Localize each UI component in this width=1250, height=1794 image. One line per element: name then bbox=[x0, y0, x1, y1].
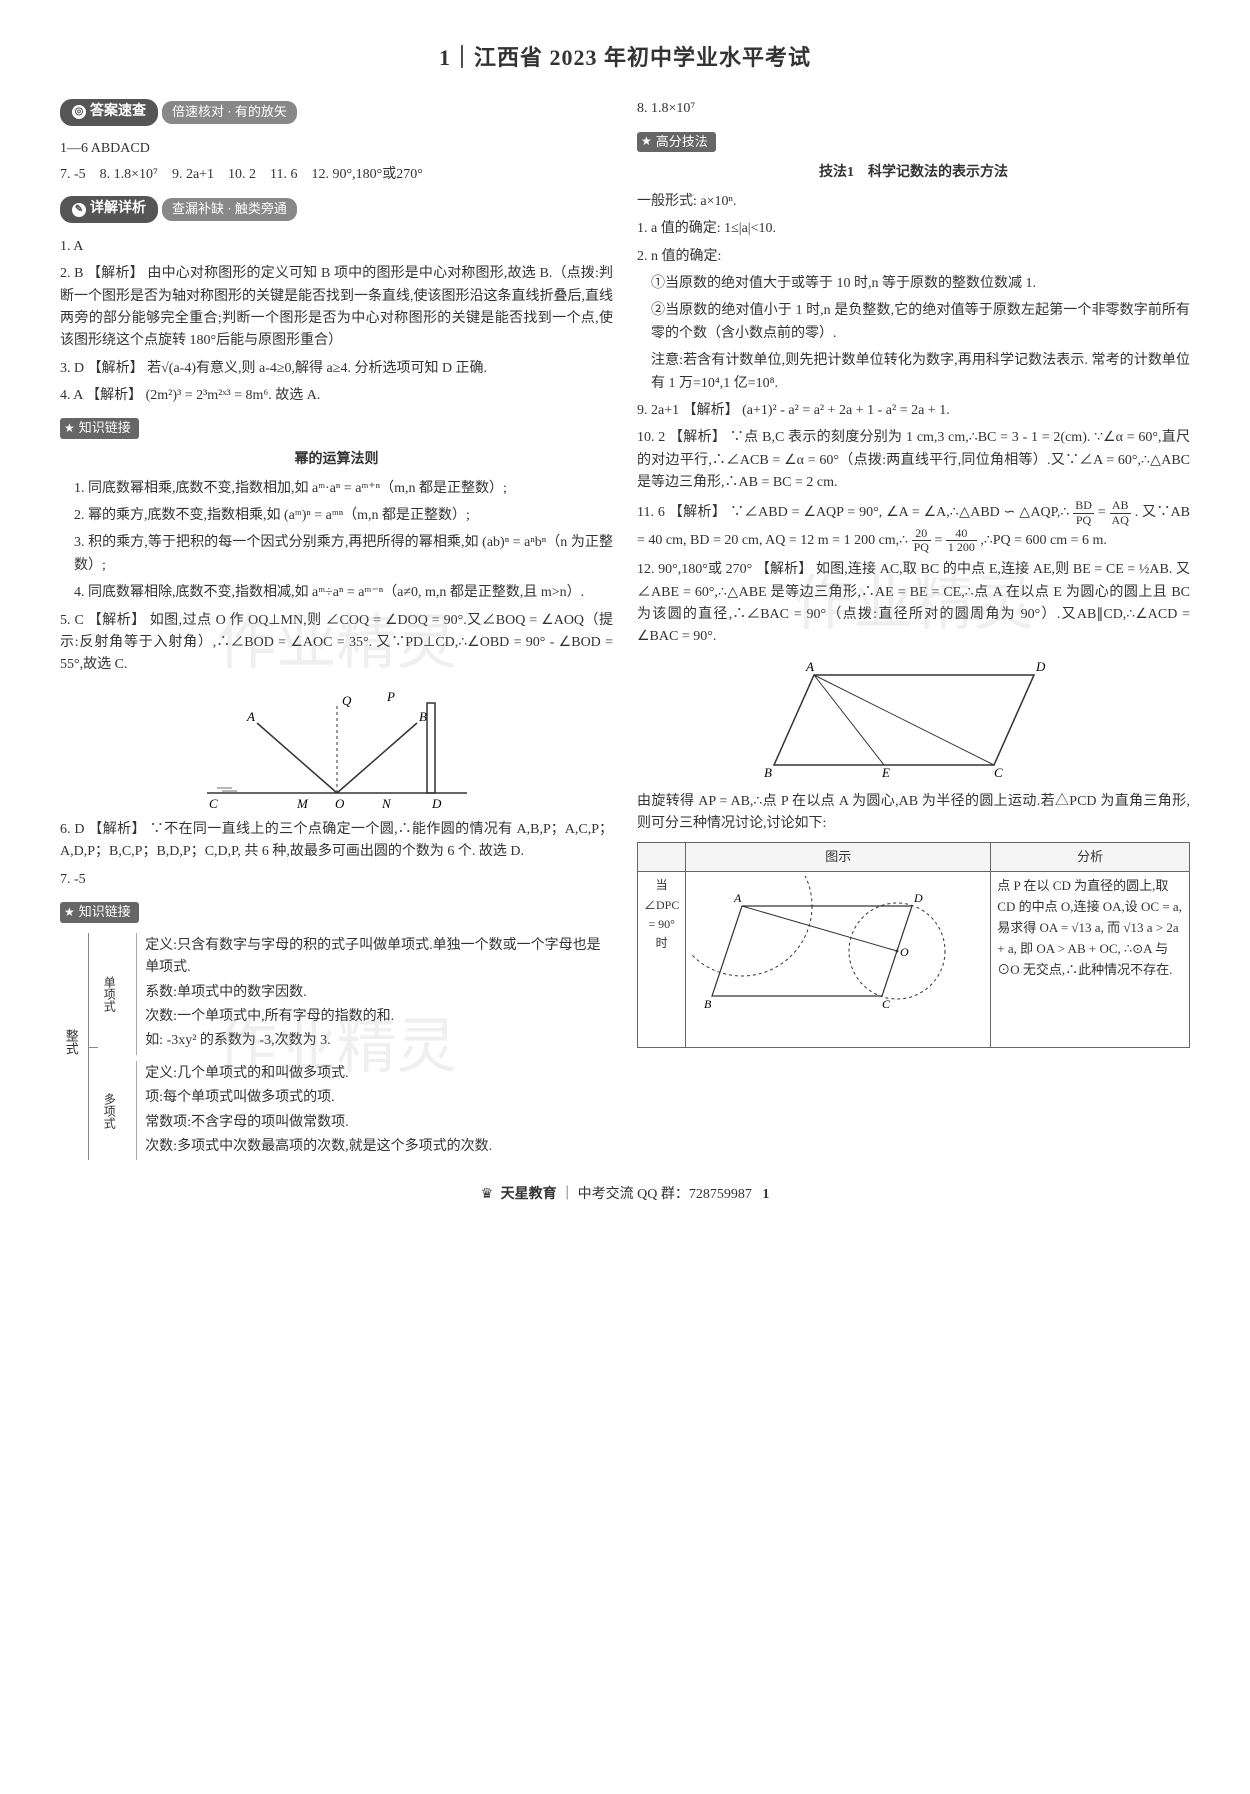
skill1-note: 注意:若含有计数单位,则先把计数单位转化为数字,再用科学记数法表示. 常考的计数… bbox=[651, 350, 1190, 395]
svg-text:D: D bbox=[913, 891, 923, 905]
crown-icon: ♛ bbox=[481, 1184, 494, 1206]
skill1-rule1: 1. a 值的确定: 1≤|a|<10. bbox=[637, 218, 1190, 240]
mono-label: 单项式 bbox=[99, 976, 118, 1012]
page-title: 1｜江西省 2023 年初中学业水平考试 bbox=[60, 40, 1190, 75]
mono-coef: 系数:单项式中的数字因数. bbox=[145, 982, 613, 1004]
quickcheck-header: ◎ 答案速查 倍速核对 · 有的放矢 bbox=[60, 99, 297, 125]
q12-a: 12. 90°,180°或 270° 【解析】 如图,连接 AC,取 BC 的中… bbox=[637, 559, 1190, 649]
svg-text:E: E bbox=[881, 765, 890, 780]
right-column: 8. 1.8×10⁷ 高分技法 技法1 科学记数法的表示方法 一般形式: a×1… bbox=[637, 93, 1190, 1160]
poly-term: 项:每个单项式叫做多项式的项. bbox=[145, 1087, 492, 1109]
skill1-rule2a: ①当原数的绝对值大于或等于 10 时,n 等于原数的整数位数减 1. bbox=[651, 273, 1190, 295]
detail-header: ✎ 详解详析 查漏补缺 · 触类旁通 bbox=[60, 196, 297, 222]
skill1-rule2: 2. n 值的确定: bbox=[637, 246, 1190, 268]
skill1-rule2b: ②当原数的绝对值小于 1 时,n 是负整数,它的绝对值等于原数左起第一个非零数字… bbox=[651, 300, 1190, 345]
quickcheck-line1: 1—6 ABDACD bbox=[60, 138, 613, 160]
tree-root: 整式 bbox=[60, 1029, 81, 1055]
svg-text:M: M bbox=[296, 796, 309, 811]
svg-text:C: C bbox=[882, 997, 891, 1011]
svg-text:B: B bbox=[764, 765, 772, 780]
q10: 10. 2 【解析】 ∵点 B,C 表示的刻度分别为 1 cm,3 cm,∴BC… bbox=[637, 427, 1190, 494]
q1: 1. A bbox=[60, 236, 613, 258]
q11: 11. 6 【解析】 ∵∠ABD = ∠AQP = 90°, ∠A = ∠A,∴… bbox=[637, 499, 1190, 554]
q12-figure: A D B C E bbox=[754, 655, 1074, 785]
q11-a: 11. 6 【解析】 ∵∠ABD = ∠AQP = 90°, ∠A = ∠A,∴… bbox=[637, 505, 1069, 520]
svg-text:A: A bbox=[805, 659, 814, 674]
skill1-badge: 高分技法 bbox=[637, 132, 716, 153]
quickcheck-subtitle: 倍速核对 · 有的放矢 bbox=[162, 101, 297, 124]
svg-text:A: A bbox=[733, 891, 742, 905]
q5: 5. C 【解析】 如图,过点 O 作 OQ⊥MN,则 ∠COQ = ∠DOQ … bbox=[60, 610, 613, 677]
svg-text:P: P bbox=[386, 689, 395, 704]
mono-eg: 如: -3xy² 的系数为 -3,次数为 3. bbox=[145, 1030, 613, 1052]
svg-text:C: C bbox=[209, 796, 218, 811]
knowledge2-badge: 知识链接 bbox=[60, 902, 139, 923]
knowledge1-r3: 3. 积的乘方,等于把积的每一个因式分别乘方,再把所得的幂相乘,如 (ab)ⁿ … bbox=[74, 532, 613, 577]
q3: 3. D 【解析】 若√(a-4)有意义,则 a-4≥0,解得 a≥4. 分析选… bbox=[60, 358, 613, 380]
svg-text:B: B bbox=[704, 997, 712, 1011]
svg-text:A: A bbox=[246, 709, 255, 724]
q9: 9. 2a+1 【解析】 (a+1)² - a² = a² + 2a + 1 -… bbox=[637, 400, 1190, 422]
svg-text:B: B bbox=[419, 709, 427, 724]
svg-text:O: O bbox=[900, 945, 909, 959]
case1-figure: A D B C O bbox=[686, 872, 991, 1048]
q8: 8. 1.8×10⁷ bbox=[637, 98, 1190, 120]
knowledge1-title: 幂的运算法则 bbox=[60, 449, 613, 471]
q12-b: 由旋转得 AP = AB,∴点 P 在以点 A 为圆心,AB 为半径的圆上运动.… bbox=[637, 791, 1190, 836]
skill1-title: 技法1 科学记数法的表示方法 bbox=[637, 162, 1190, 184]
footer-brand: 天星教育 bbox=[501, 1187, 557, 1202]
q4: 4. A 【解析】 (2m²)³ = 2³m²ˣ³ = 8m⁶. 故选 A. bbox=[60, 385, 613, 407]
knowledge1-r2: 2. 幂的乘方,底数不变,指数相乘,如 (aᵐ)ⁿ = aᵐⁿ（m,n 都是正整… bbox=[74, 505, 613, 527]
knowledge2-tree: 整式 单项式 定义:只含有数字与字母的积的式子叫做单项式.单独一个数或一个字母也… bbox=[60, 933, 613, 1161]
case1-cond: 当∠DPC = 90°时 bbox=[638, 872, 686, 1048]
svg-text:Q: Q bbox=[342, 693, 352, 708]
poly-deg: 次数:多项式中次数最高项的次数,就是这个多项式的次数. bbox=[145, 1136, 492, 1158]
pencil-icon: ✎ bbox=[72, 203, 86, 217]
poly-def: 定义:几个单项式的和叫做多项式. bbox=[145, 1063, 492, 1085]
page-footer: ♛ 天星教育 ｜ 中考交流 QQ 群：728759987 1 bbox=[60, 1184, 1190, 1206]
svg-text:D: D bbox=[431, 796, 442, 811]
poly-const: 常数项:不含字母的项叫做常数项. bbox=[145, 1112, 492, 1134]
case1-text: 点 P 在以 CD 为直径的圆上,取 CD 的中点 O,连接 OA,设 OC =… bbox=[991, 872, 1190, 1048]
mono-deg: 次数:一个单项式中,所有字母的指数的和. bbox=[145, 1006, 613, 1028]
knowledge1-r1: 1. 同底数幂相乘,底数不变,指数相加,如 aᵐ·aⁿ = aᵐ⁺ⁿ（m,n 都… bbox=[74, 478, 613, 500]
q11-c: ,∴PQ = 600 cm = 6 m. bbox=[980, 533, 1107, 548]
skill1-form: 一般形式: a×10ⁿ. bbox=[637, 191, 1190, 213]
quickcheck-title: 答案速查 bbox=[90, 101, 146, 123]
poly-label: 多项式 bbox=[99, 1093, 118, 1129]
svg-text:O: O bbox=[335, 796, 345, 811]
knowledge1-r4: 4. 同底数幂相除,底数不变,指数相减,如 aᵐ÷aⁿ = aᵐ⁻ⁿ（a≠0, … bbox=[74, 582, 613, 604]
mono-def: 定义:只含有数字与字母的积的式子叫做单项式.单独一个数或一个字母也是单项式. bbox=[145, 935, 613, 980]
q2: 2. B 【解析】 由中心对称图形的定义可知 B 项中的图形是中心对称图形,故选… bbox=[60, 263, 613, 353]
detail-title: 详解详析 bbox=[90, 198, 146, 220]
q5-figure: C M O N D A Q B P bbox=[187, 683, 487, 813]
th-figure: 图示 bbox=[686, 842, 991, 872]
magnifier-icon: ◎ bbox=[72, 105, 86, 119]
footer-qq: 中考交流 QQ 群：728759987 bbox=[578, 1187, 752, 1202]
svg-text:N: N bbox=[381, 796, 392, 811]
svg-text:D: D bbox=[1035, 659, 1046, 674]
case-table: 图示 分析 当∠DPC = 90°时 A D B C O bbox=[637, 842, 1190, 1049]
footer-sep: ｜ bbox=[560, 1187, 574, 1202]
left-column: ◎ 答案速查 倍速核对 · 有的放矢 1—6 ABDACD 7. -5 8. 1.… bbox=[60, 93, 613, 1160]
detail-subtitle: 查漏补缺 · 触类旁通 bbox=[162, 198, 297, 221]
footer-page: 1 bbox=[762, 1187, 769, 1202]
th-analysis: 分析 bbox=[991, 842, 1190, 872]
knowledge1-badge: 知识链接 bbox=[60, 418, 139, 439]
q6: 6. D 【解析】 ∵不在同一直线上的三个点确定一个圆,∴能作圆的情况有 A,B… bbox=[60, 819, 613, 864]
q7: 7. -5 bbox=[60, 869, 613, 891]
quickcheck-line2: 7. -5 8. 1.8×10⁷ 9. 2a+1 10. 2 11. 6 12.… bbox=[60, 164, 613, 186]
svg-text:C: C bbox=[994, 765, 1003, 780]
